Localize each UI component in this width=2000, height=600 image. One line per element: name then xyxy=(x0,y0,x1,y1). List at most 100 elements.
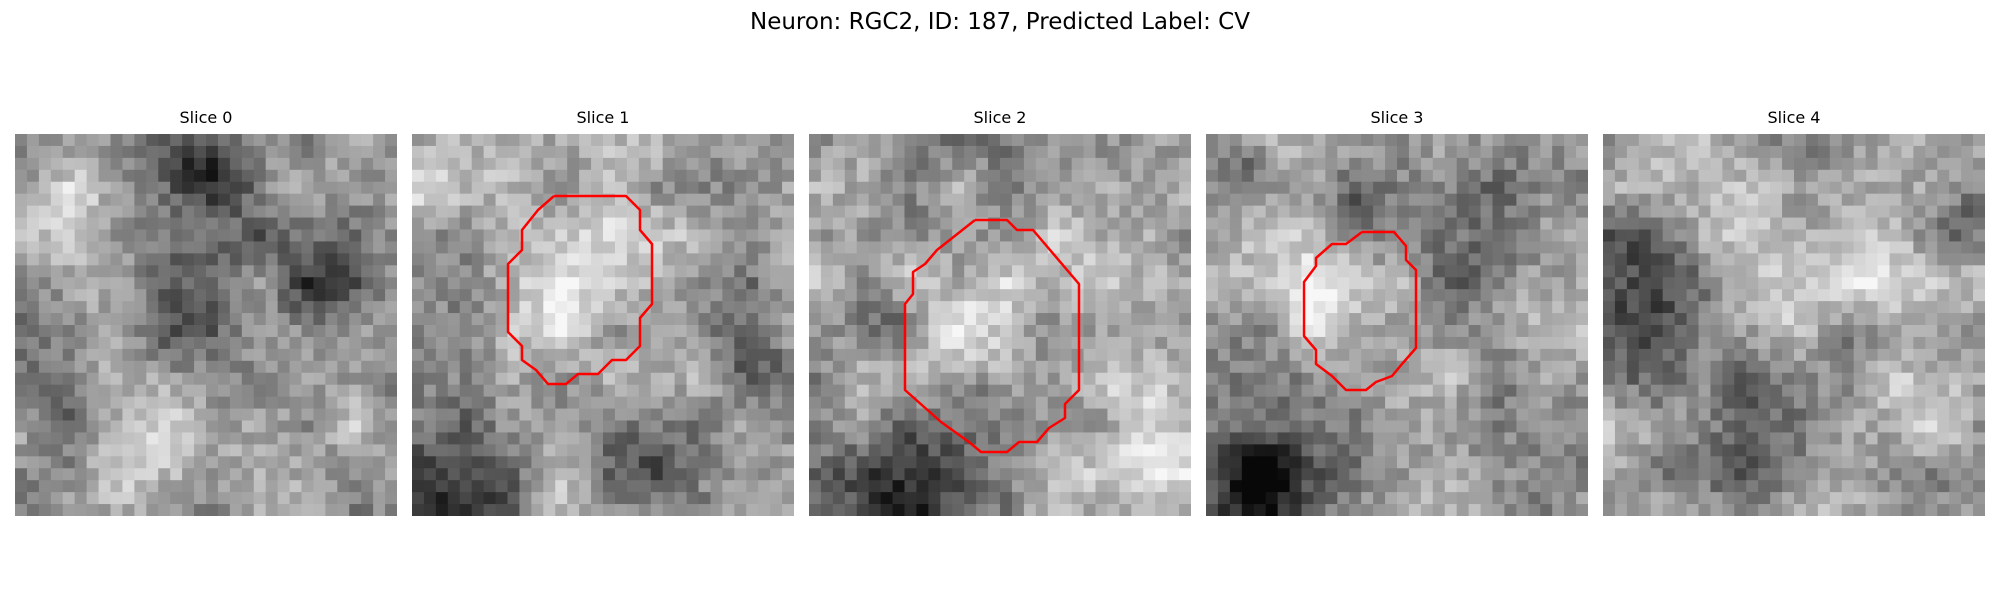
pixel xyxy=(1456,432,1470,445)
pixel xyxy=(1468,468,1482,481)
pixel xyxy=(158,432,171,445)
pixel xyxy=(928,205,941,219)
pixel xyxy=(1131,134,1144,147)
pixel xyxy=(289,384,303,398)
pixel xyxy=(1349,360,1362,374)
pixel xyxy=(289,313,303,326)
pixel xyxy=(1420,504,1434,516)
pixel xyxy=(1444,134,1458,147)
pixel xyxy=(1289,277,1303,290)
pixel xyxy=(1925,169,1938,183)
pixel xyxy=(1277,313,1291,326)
pixel xyxy=(904,348,918,362)
pixel xyxy=(1289,253,1303,266)
pixel xyxy=(1650,444,1664,457)
pixel xyxy=(904,325,918,338)
pixel xyxy=(1289,420,1303,434)
pixel xyxy=(1241,277,1255,290)
pixel xyxy=(710,145,723,159)
pixel xyxy=(134,480,147,493)
pixel xyxy=(543,444,556,457)
pixel xyxy=(1011,253,1025,266)
pixel xyxy=(289,157,303,171)
pixel xyxy=(880,480,894,493)
pixel xyxy=(26,134,40,147)
pixel xyxy=(1119,229,1132,243)
pixel xyxy=(1385,432,1398,445)
pixel xyxy=(892,241,906,254)
pixel xyxy=(206,372,219,386)
pixel xyxy=(1071,193,1085,207)
pixel xyxy=(1794,134,1807,147)
pixel xyxy=(1095,301,1109,314)
pixel xyxy=(373,444,386,457)
pixel xyxy=(1961,301,1974,314)
pixel xyxy=(844,504,858,516)
pixel xyxy=(1564,205,1577,219)
pixel xyxy=(313,384,326,398)
pixel xyxy=(591,145,604,159)
pixel xyxy=(507,134,521,147)
pixel xyxy=(98,157,112,171)
pixel xyxy=(1638,169,1652,183)
pixel xyxy=(1650,241,1664,254)
pixel xyxy=(1650,134,1664,147)
pixel xyxy=(229,289,243,302)
pixel xyxy=(1000,444,1013,457)
pixel xyxy=(423,229,437,243)
pixel xyxy=(531,229,544,243)
pixel xyxy=(1397,372,1410,386)
pixel xyxy=(1614,420,1628,434)
pixel xyxy=(170,205,183,219)
pixel xyxy=(1805,241,1819,254)
pixel xyxy=(758,181,771,195)
pixel xyxy=(567,396,580,410)
pixel xyxy=(555,336,568,350)
pixel xyxy=(86,265,100,278)
pixel xyxy=(50,181,64,195)
pixel xyxy=(1444,169,1458,183)
pixel xyxy=(146,432,159,445)
pixel xyxy=(1901,360,1914,374)
pixel xyxy=(1023,408,1037,422)
pixel xyxy=(241,360,255,374)
pixel xyxy=(1552,193,1565,207)
pixel xyxy=(892,157,906,171)
pixel xyxy=(1107,157,1120,171)
pixel xyxy=(988,348,1001,362)
pixel xyxy=(423,384,437,398)
pixel xyxy=(459,348,473,362)
pixel xyxy=(1023,504,1037,516)
pixel xyxy=(38,193,52,207)
pixel xyxy=(734,492,747,505)
pixel xyxy=(74,372,88,386)
pixel xyxy=(650,193,664,207)
pixel xyxy=(1528,504,1541,516)
pixel xyxy=(1167,384,1180,398)
pixel xyxy=(976,181,989,195)
pixel xyxy=(1841,408,1855,422)
pixel xyxy=(1265,241,1279,254)
pixel xyxy=(1035,456,1049,469)
pixel xyxy=(1492,301,1506,314)
pixel xyxy=(158,145,171,159)
pixel xyxy=(1686,169,1700,183)
pixel xyxy=(746,134,759,147)
pixel xyxy=(832,456,846,469)
pixel xyxy=(1480,372,1494,386)
pixel xyxy=(1961,384,1974,398)
pixel xyxy=(1853,336,1867,350)
pixel xyxy=(674,157,688,171)
pixel xyxy=(15,480,28,493)
pixel xyxy=(1277,456,1291,469)
pixel xyxy=(423,432,437,445)
pixel xyxy=(1253,348,1267,362)
pixel xyxy=(412,325,425,338)
pixel xyxy=(447,205,461,219)
pixel xyxy=(626,181,640,195)
pixel xyxy=(1313,336,1326,350)
pixel xyxy=(1734,241,1747,254)
pixel xyxy=(1011,241,1025,254)
pixel xyxy=(698,253,712,266)
pixel xyxy=(603,456,616,469)
